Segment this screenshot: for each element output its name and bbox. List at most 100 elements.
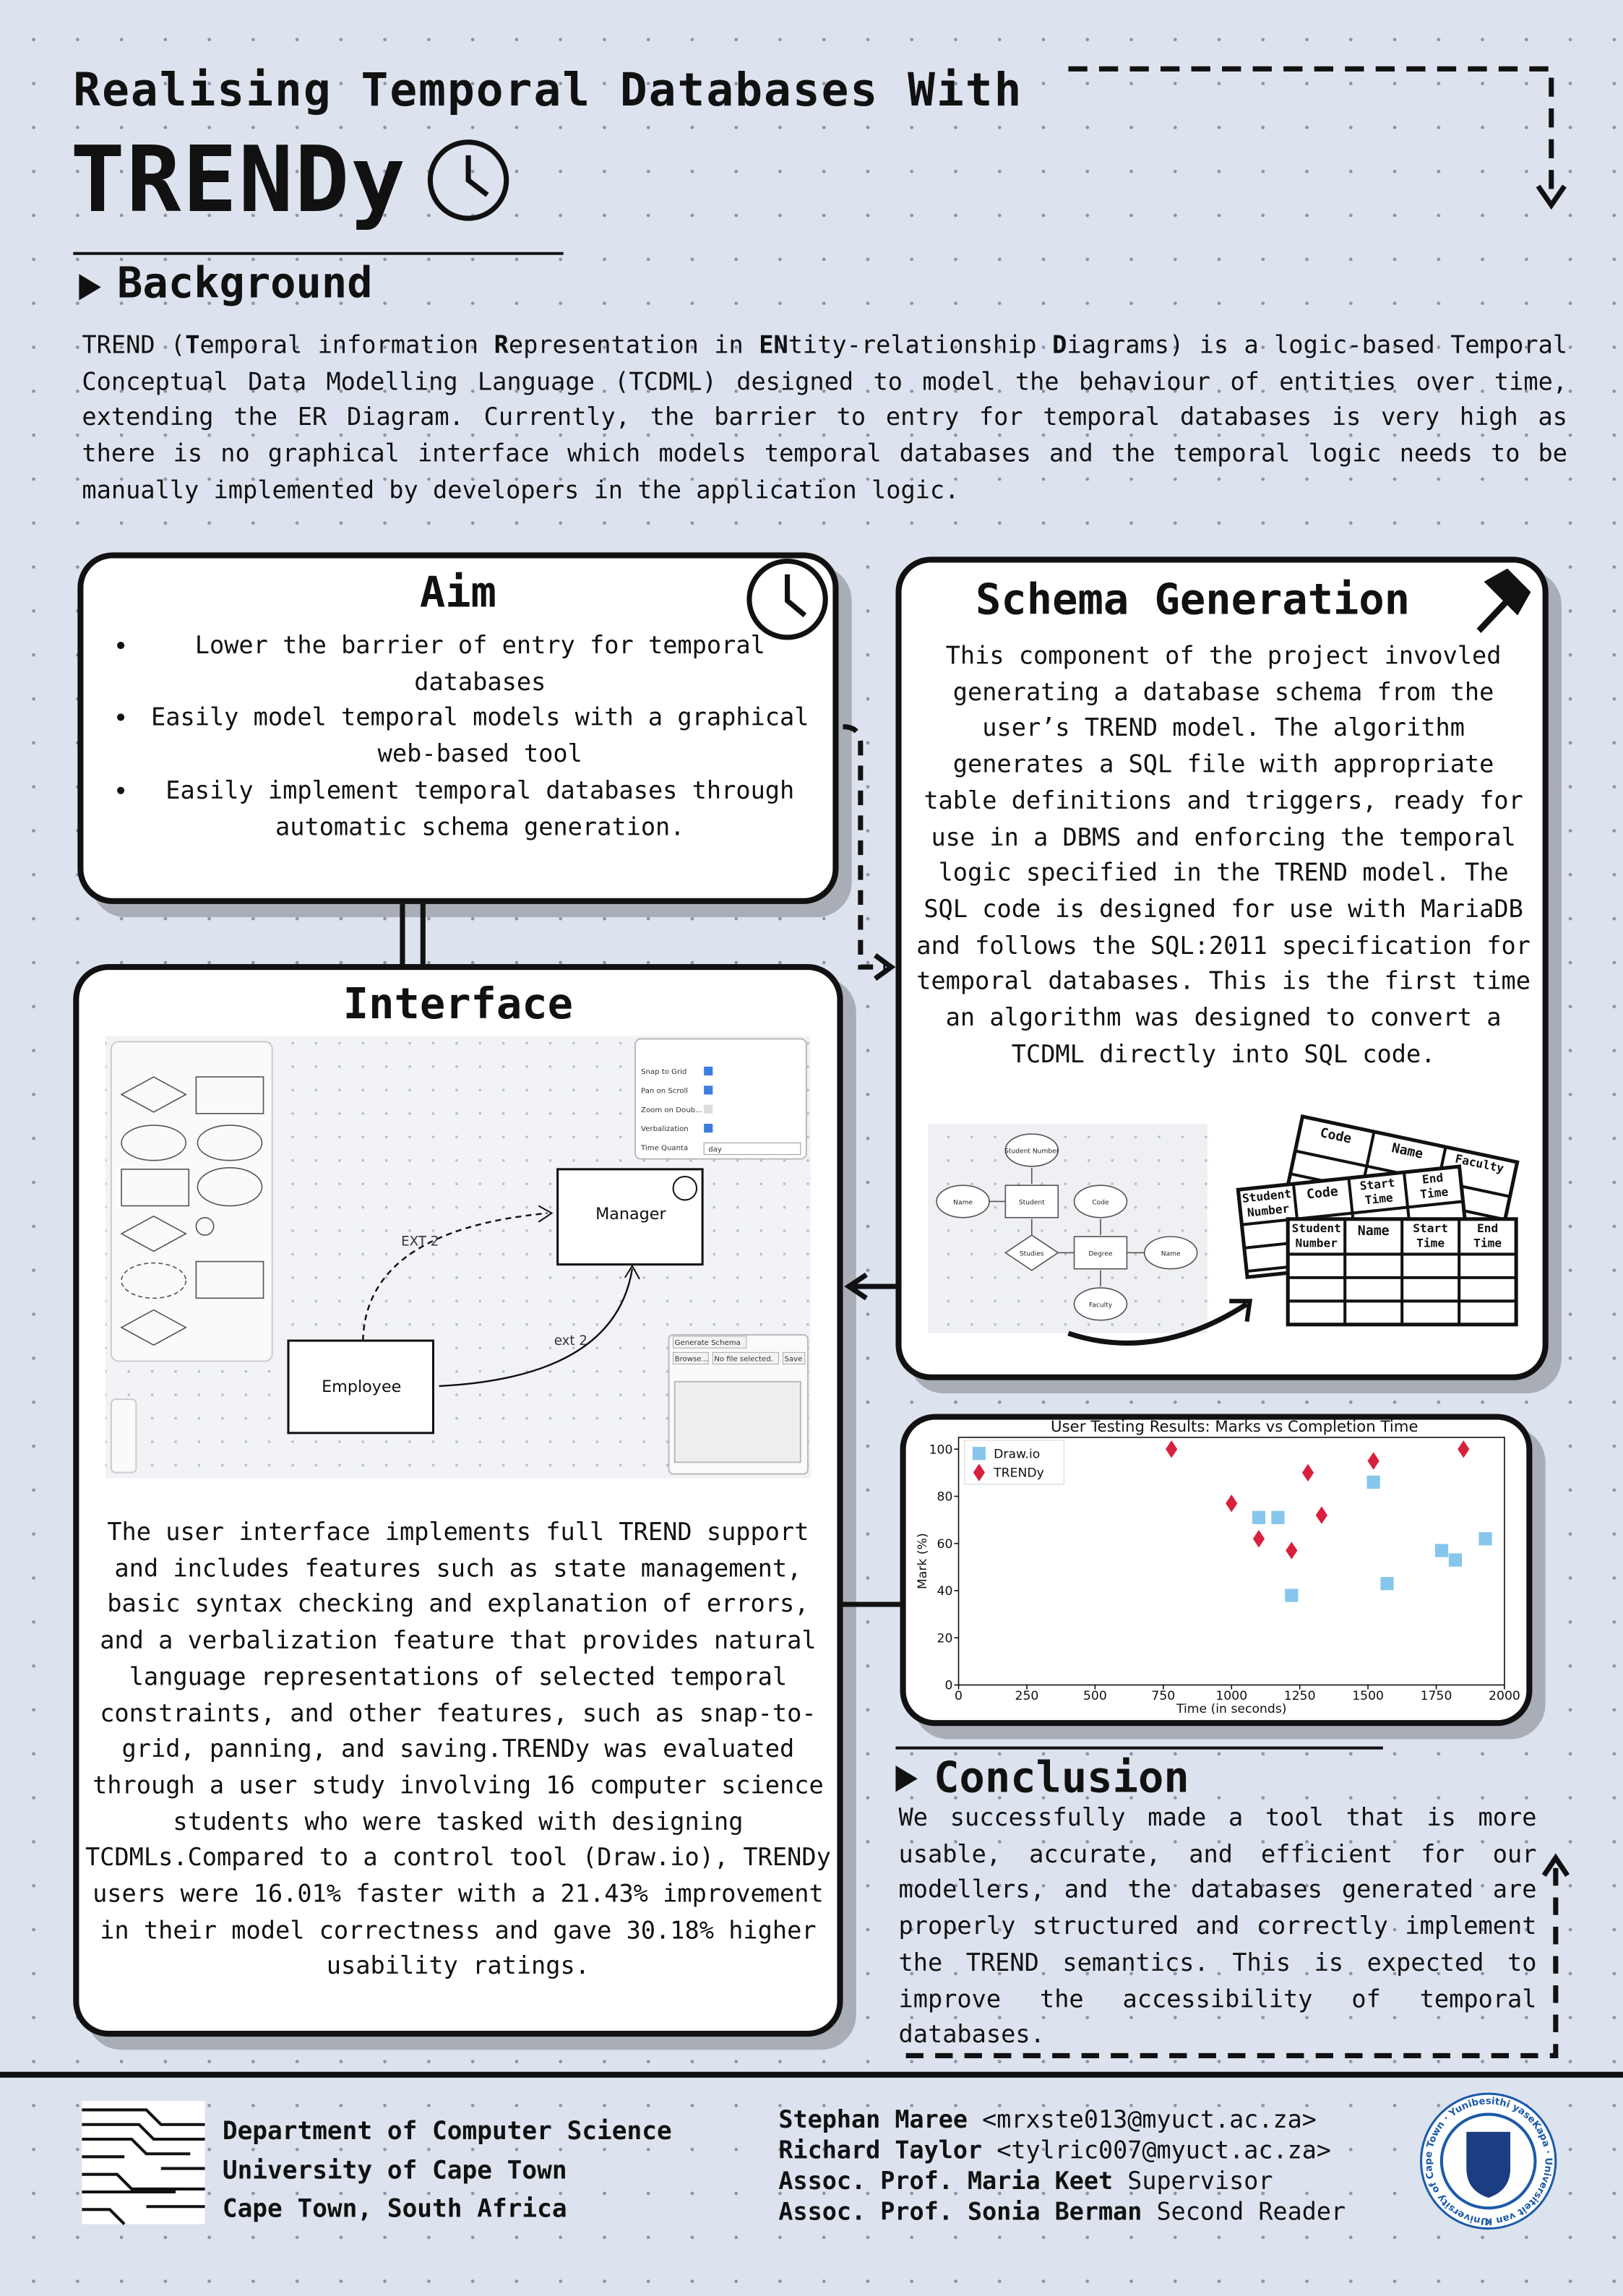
button-label: Generate Schema: [675, 1339, 741, 1347]
author: Assoc. Prof. Maria Keet Supervisor: [778, 2165, 1346, 2196]
er-label: Degree: [1088, 1250, 1113, 1257]
er-label: Name: [1161, 1250, 1181, 1257]
er-attribute: [1073, 1184, 1128, 1218]
author: Assoc. Prof. Sonia Berman Second Reader: [778, 2196, 1346, 2227]
table-header: StartTime: [1359, 1176, 1398, 1208]
card-heading: Aim: [419, 567, 496, 617]
x-tick-label: 1500: [1352, 1689, 1384, 1703]
er-label: Student: [1019, 1200, 1045, 1207]
point: [1315, 1506, 1327, 1524]
aim-card: Aim Lower the barrier of entry for tempo…: [77, 552, 839, 904]
section-heading: Conclusion: [934, 1752, 1189, 1802]
table-header: StudentNumber: [1241, 1187, 1293, 1220]
background-text: TREND (Temporal information Representati…: [82, 328, 1567, 509]
checkbox: [704, 1124, 713, 1133]
table-header: Code: [1306, 1184, 1339, 1202]
point: [1271, 1510, 1285, 1524]
conclusion-text: We successfully made a tool that is more…: [898, 1803, 1537, 2049]
x-tick-label: 1750: [1421, 1689, 1452, 1703]
er-entity: [1004, 1184, 1059, 1218]
department-line: Department of Computer Science: [222, 2117, 672, 2147]
point: [973, 1463, 985, 1482]
point: [1301, 1463, 1314, 1482]
point: [1252, 1530, 1265, 1548]
footer-logo: [82, 2092, 1557, 2230]
select-value: day: [708, 1146, 722, 1154]
author-name: Stephan Maree: [778, 2105, 968, 2133]
author-detail: <mrxste013@myuct.ac.za>: [982, 2105, 1317, 2133]
setting-label: Verbalization: [641, 1125, 689, 1133]
setting-label: Zoom on Doub...: [641, 1106, 702, 1114]
author-name: Richard Taylor: [778, 2136, 983, 2164]
text-segment: TREND (: [82, 331, 186, 359]
schema-figure: Student Number Name Student Code Studies Degr…: [928, 1114, 1520, 1346]
text-segment: emporal information: [199, 331, 494, 359]
decorations: [0, 66, 1623, 2078]
point: [1286, 1542, 1298, 1560]
x-tick-label: 1000: [1215, 1689, 1247, 1703]
setting-label: Snap to Grid: [641, 1068, 686, 1076]
chart-title: User Testing Results: Marks vs Completio…: [1051, 1418, 1418, 1436]
node-label: Manager: [595, 1205, 666, 1224]
er-attribute: [1004, 1133, 1059, 1167]
er-attribute: [1073, 1287, 1128, 1321]
y-tick-label: 0: [944, 1679, 952, 1693]
text-segment: T: [185, 331, 200, 359]
button-label: Browse...: [675, 1355, 709, 1363]
checkbox: [704, 1104, 713, 1114]
y-axis-label: Mark (%): [916, 1533, 930, 1589]
author: Richard Taylor <tylric007@myuct.ac.za>: [778, 2135, 1346, 2166]
title: Realising Temporal Databases With: [73, 64, 1023, 118]
select: [703, 1142, 801, 1156]
aim-item: Easily model temporal models with a grap…: [142, 701, 818, 773]
x-tick-label: 250: [1015, 1689, 1039, 1703]
author-name: Assoc. Prof. Sonia Berman: [778, 2198, 1142, 2226]
legend-label: Draw.io: [994, 1447, 1040, 1461]
node-label: Employee: [322, 1377, 401, 1396]
interface-screenshot: Manager Employee EXT 2 ext 2 Snap to Grid Pan…: [105, 1036, 811, 1479]
er-relationship: [1004, 1234, 1059, 1271]
er-attribute: [1143, 1236, 1198, 1270]
button: [673, 1351, 709, 1364]
point: [1252, 1510, 1266, 1524]
x-tick-label: 2000: [1489, 1689, 1520, 1703]
title-main: TRENDy: [70, 126, 407, 233]
checkbox: [704, 1085, 713, 1095]
point: [1448, 1553, 1463, 1567]
sql-table: Student Number Name Start Time End Time: [1286, 1217, 1518, 1327]
button: [783, 1351, 806, 1364]
table-header: EndTime: [1418, 1170, 1449, 1201]
button-label: Save: [785, 1355, 803, 1363]
er-label: Name: [953, 1200, 973, 1207]
point: [1366, 1475, 1380, 1489]
y-tick-label: 100: [929, 1442, 953, 1457]
y-tick-label: 40: [937, 1584, 953, 1599]
er-attribute: [936, 1184, 990, 1218]
card-heading: Interface: [343, 979, 574, 1029]
legend-label: TRENDy: [993, 1466, 1044, 1481]
setting-label: Pan on Scroll: [641, 1087, 688, 1095]
point: [972, 1447, 986, 1461]
er-entity: [1073, 1236, 1128, 1270]
y-tick-label: 20: [937, 1631, 953, 1646]
x-tick-label: 0: [955, 1689, 963, 1703]
interface-text: The user interface implements full TREND…: [85, 1518, 831, 1980]
x-tick-label: 750: [1151, 1689, 1175, 1703]
author-detail: Supervisor: [1127, 2167, 1273, 2196]
x-tick-label: 500: [1083, 1689, 1107, 1703]
authors: Stephan Maree <mrxste013@myuct.ac.za> Ric…: [778, 2104, 1346, 2227]
y-tick-label: 80: [937, 1490, 953, 1505]
text-segment: D: [1052, 331, 1067, 359]
text-segment: iagrams) is a logic-based Temporal Conce…: [82, 331, 1568, 504]
aim-item: Easily implement temporal databases thro…: [142, 773, 818, 846]
author-detail: <tylric007@myuct.ac.za>: [996, 2136, 1331, 2164]
chart: User Testing Results: Marks vs Completio…: [916, 1418, 1520, 1716]
department-line: University of Cape Town: [222, 2156, 567, 2185]
er-label: Code: [1092, 1200, 1109, 1207]
point: [1434, 1544, 1449, 1557]
point: [1367, 1452, 1379, 1470]
